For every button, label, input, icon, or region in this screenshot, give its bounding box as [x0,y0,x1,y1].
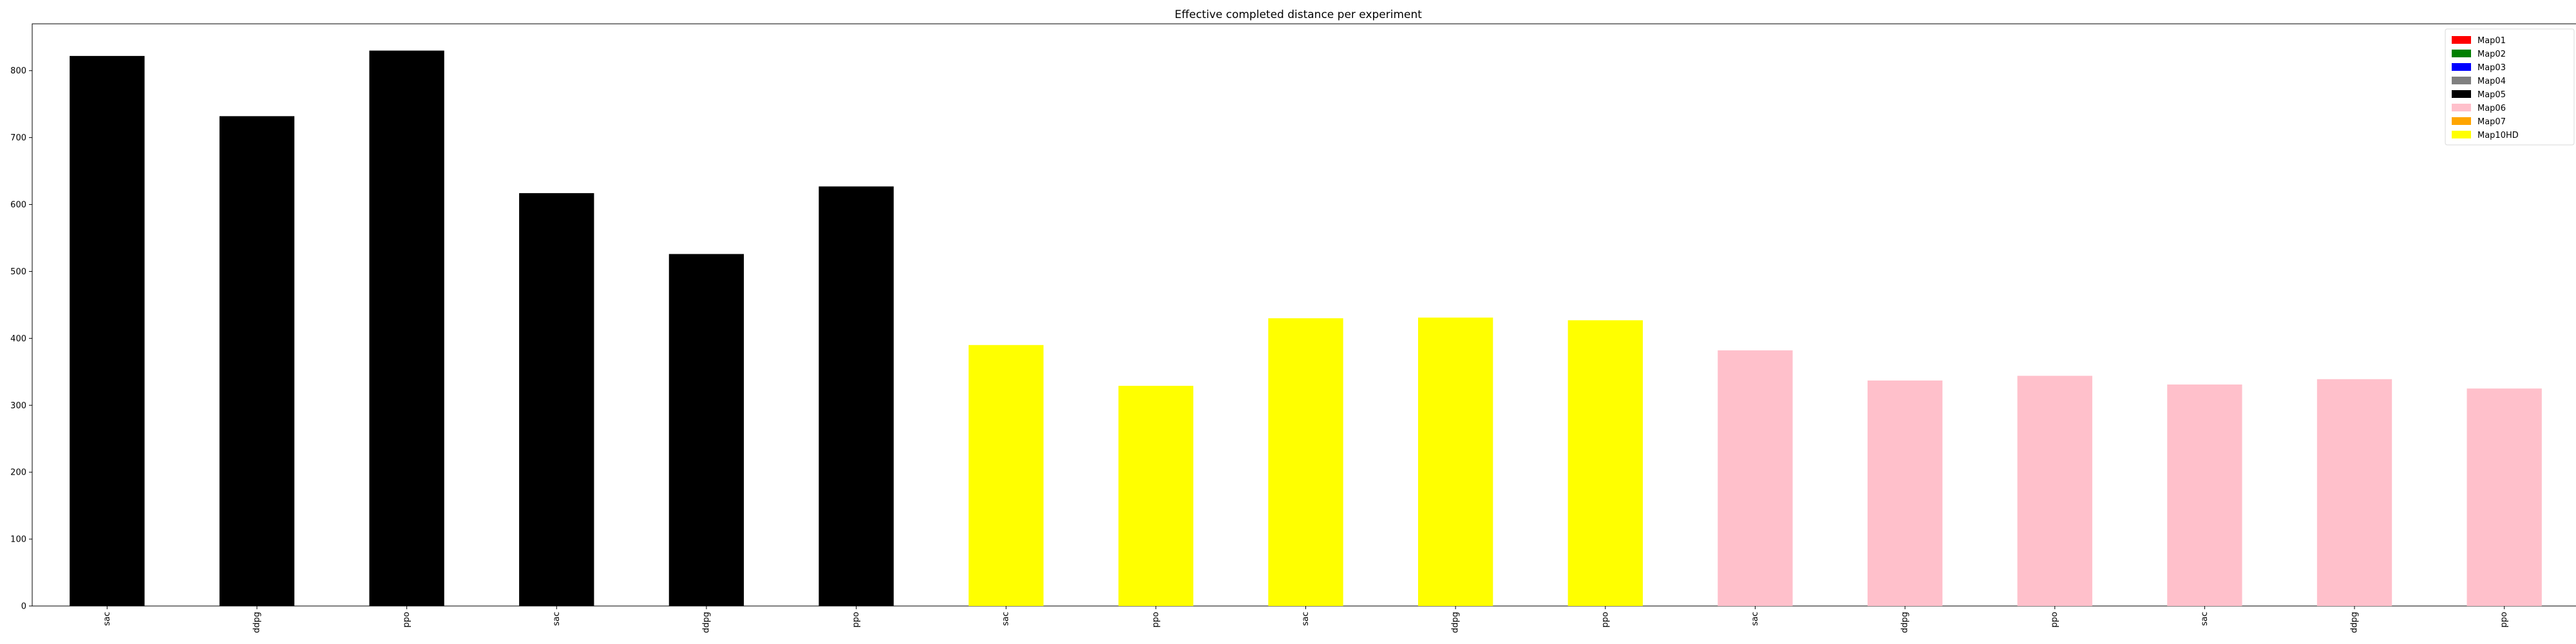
legend-swatch-map04 [2452,77,2471,84]
y-tick-label: 500 [10,267,26,277]
bar-16 [2316,379,2392,606]
legend-swatch-map05 [2452,90,2471,98]
bar-6 [819,186,894,606]
bars-layer [70,50,2542,607]
y-tick-label: 400 [10,334,26,344]
x-tick-label: ppo [851,612,861,628]
y-tick-label: 700 [10,133,26,143]
legend-swatch-map07 [2452,117,2471,125]
bar-4 [519,193,594,607]
legend-swatch-map03 [2452,63,2471,71]
x-tick-label: ddpg [701,612,711,633]
x-tick-label: ppo [2499,612,2509,628]
x-axis: sac ddpg ppo sac ddpg ppo sac ppo sac ddpg ppo sac d… [102,606,2509,633]
bar-5 [668,254,744,606]
y-axis: 0 100 200 300 400 500 600 700 800 [10,66,32,612]
legend-label-map01: Map01 [2477,36,2506,46]
bar-9 [1268,318,1343,606]
x-tick-label: ddpg [252,612,261,633]
y-tick-label: 200 [10,468,26,478]
x-tick-label: sac [1001,612,1011,626]
x-tick-label: ddpg [1451,612,1461,633]
y-tick-label: 300 [10,401,26,411]
legend-swatch-map10hd [2452,131,2471,138]
x-tick-label: sac [102,612,112,626]
bar-7 [969,345,1044,606]
x-tick-label: sac [2200,612,2210,626]
legend-label-map10hd: Map10HD [2477,131,2519,140]
legend: Map01 Map02 Map03 Map04 Map05 Map06 Map07 Map10… [2445,28,2575,146]
x-tick-label: ppo [1600,612,1610,628]
legend-swatch-map06 [2452,104,2471,111]
bar-10 [1417,317,1493,606]
bar-1 [70,55,145,607]
legend-label-map02: Map02 [2477,50,2506,59]
y-tick-label: 800 [10,66,26,76]
legend-label-map06: Map06 [2477,104,2506,113]
legend-label-map07: Map07 [2477,117,2506,127]
bar-8 [1118,386,1194,606]
y-tick-label: 100 [10,535,26,545]
y-tick-label: 600 [10,200,26,210]
bar-13 [1867,380,1943,606]
chart-title: Effective completed distance per experim… [1175,8,1422,21]
x-tick-label: sac [1750,612,1760,626]
x-tick-label: ddpg [1900,612,1910,633]
x-tick-label: sac [1301,612,1311,626]
x-tick-label: ppo [402,612,412,628]
legend-label-map05: Map05 [2477,90,2506,100]
y-tick-label: 0 [21,602,26,612]
x-tick-label: ppo [1151,612,1160,628]
x-tick-label: sac [552,612,562,626]
legend-label-map04: Map04 [2477,77,2506,86]
legend-swatch-map02 [2452,50,2471,57]
bar-14 [2017,375,2092,606]
legend-label-map03: Map03 [2477,63,2506,73]
legend-swatch-map01 [2452,36,2471,44]
bar-11 [1567,320,1643,606]
bar-2 [219,116,295,607]
bar-15 [2167,384,2242,606]
bar-3 [369,50,444,606]
x-tick-label: ddpg [2350,612,2360,633]
bar-17 [2467,388,2542,606]
x-tick-label: ppo [2050,612,2060,628]
legend-box [2445,28,2575,146]
bar-12 [1718,350,1793,606]
